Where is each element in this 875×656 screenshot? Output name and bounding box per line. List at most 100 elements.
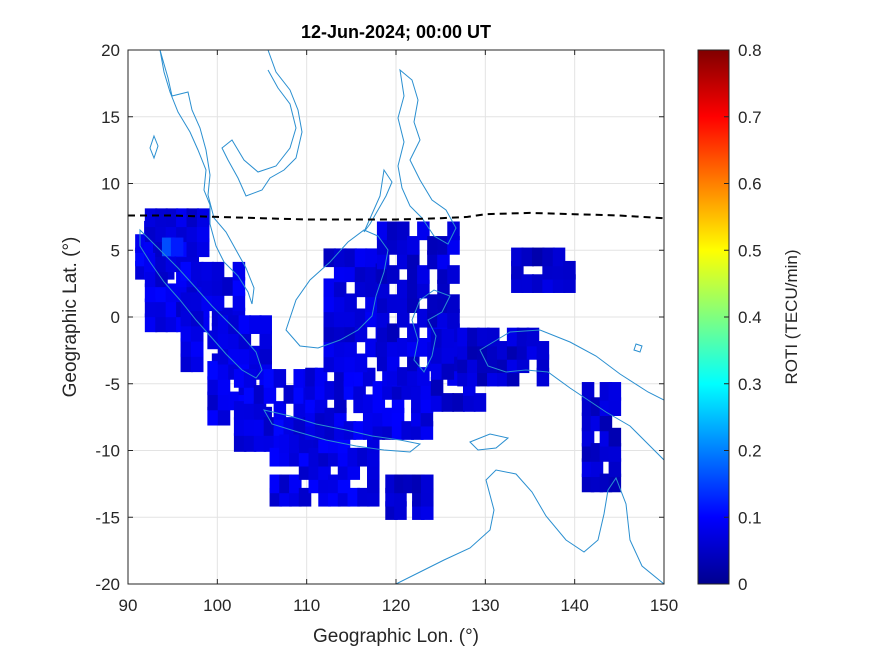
roti-cell: [354, 263, 368, 283]
roti-cell: [386, 352, 400, 372]
roti-cell: [421, 474, 434, 494]
roti-cell: [253, 433, 267, 452]
roti-cell: [155, 223, 168, 243]
roti-cell: [328, 474, 341, 494]
roti-cell: [427, 294, 440, 313]
colorbar-tick-label: 0.1: [738, 508, 762, 527]
roti-cell: [386, 236, 400, 255]
roti-cell: [441, 345, 455, 364]
roti-cell: [344, 323, 357, 343]
roti-cell: [186, 223, 200, 243]
roti-cell: [155, 283, 168, 303]
coastlines: [139, 50, 664, 584]
roti-cell: [397, 221, 410, 241]
roti-cell: [333, 278, 347, 298]
roti-cell: [376, 323, 390, 343]
roti-cell: [386, 323, 400, 343]
roti-cell: [344, 263, 357, 283]
roti-cell: [249, 315, 262, 334]
roti-cell: [354, 278, 368, 298]
roti-cell: [228, 330, 241, 350]
roti-cell: [516, 327, 530, 347]
roti-cell: [293, 369, 306, 388]
roti-cell: [397, 308, 410, 328]
roti-cell: [430, 361, 444, 380]
roti-cell: [437, 250, 450, 270]
roti-cell: [228, 315, 241, 334]
roti-cell: [144, 208, 158, 228]
roti-cell: [407, 265, 420, 284]
roti-cell: [376, 294, 390, 313]
x-tick-label: 150: [650, 596, 678, 615]
roti-cell: [273, 401, 287, 420]
roti-cell: [457, 327, 470, 347]
roti-cell: [253, 417, 267, 436]
colorbar-tick-label: 0.2: [738, 442, 762, 461]
roti-cell: [386, 367, 400, 386]
roti-cell: [176, 208, 189, 228]
y-tick-label: -10: [95, 442, 120, 461]
roti-cell: [386, 294, 400, 313]
roti-cell: [155, 313, 168, 333]
roti-cell: [253, 385, 267, 404]
roti-cell: [347, 487, 361, 507]
roti-cell: [427, 236, 440, 255]
roti-cell: [531, 274, 545, 293]
roti-cell: [344, 293, 357, 313]
colorbar-tick-label: 0.5: [738, 241, 762, 260]
roti-cell: [344, 308, 357, 328]
roti-cell: [170, 237, 184, 257]
roti-cell: [293, 385, 306, 404]
roti-cell: [386, 221, 400, 241]
roti-cell: [323, 323, 336, 343]
roti-cell: [430, 345, 444, 364]
roti-cell: [243, 401, 257, 420]
roti-cell: [376, 221, 390, 241]
roti-cell: [190, 322, 204, 342]
roti-cell: [357, 447, 370, 467]
roti-cell: [190, 261, 204, 281]
roti-cell: [521, 247, 535, 267]
roti-cell: [207, 361, 220, 380]
roti-cell: [376, 337, 390, 357]
y-tick-label: -5: [105, 375, 120, 394]
y-tick-label: -15: [95, 508, 120, 527]
roti-cell: [407, 367, 420, 386]
roti-cell: [243, 369, 257, 388]
roti-cell: [180, 261, 194, 281]
roti-cell: [417, 337, 430, 357]
colorbar-tick-label: 0.3: [738, 375, 762, 394]
roti-cell: [180, 353, 194, 373]
x-axis-ticks: 90 100 110 120 130 140 150: [119, 50, 678, 615]
roti-cell: [269, 447, 283, 467]
roti-cell: [347, 447, 361, 467]
roti-cell: [365, 248, 378, 268]
roti-cell: [344, 248, 357, 268]
roti-cell: [314, 367, 328, 387]
roti-cell: [447, 308, 460, 328]
roti-cell: [217, 391, 231, 411]
roti-cell: [372, 381, 386, 400]
roti-cell: [243, 417, 257, 436]
roti-cell: [155, 208, 168, 228]
roti-cell: [144, 313, 158, 333]
x-axis-label: Geographic Lon. (°): [313, 626, 479, 647]
roti-cell: [441, 361, 455, 380]
roti-cell: [382, 407, 395, 427]
roti-cell: [323, 293, 336, 313]
roti-cell: [353, 367, 366, 387]
x-tick-label: 100: [203, 596, 231, 615]
roti-cell: [207, 376, 220, 396]
roti-cell: [365, 293, 378, 313]
roti-cell: [259, 345, 272, 365]
roti-cell: [407, 352, 420, 372]
roti-cell: [165, 298, 179, 318]
roti-cell: [323, 278, 336, 298]
roti-cell: [263, 433, 277, 452]
y-tick-label: 15: [101, 108, 120, 127]
roti-cell: [376, 236, 390, 255]
roti-cell: [196, 208, 210, 228]
roti-data-layer: [135, 208, 622, 520]
x-tick-label: 130: [471, 596, 499, 615]
roti-cell: [397, 250, 410, 270]
